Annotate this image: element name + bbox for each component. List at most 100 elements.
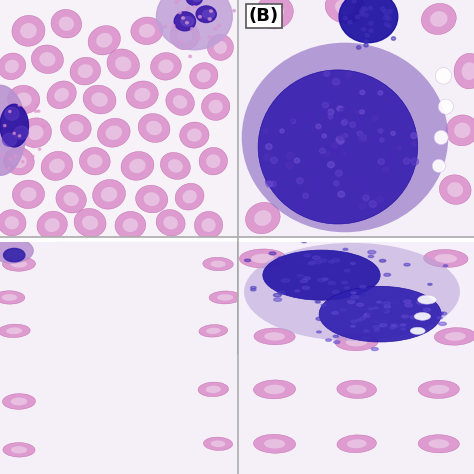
Ellipse shape bbox=[91, 92, 108, 107]
Ellipse shape bbox=[375, 329, 380, 331]
Ellipse shape bbox=[143, 324, 148, 327]
Ellipse shape bbox=[314, 261, 322, 264]
Ellipse shape bbox=[38, 148, 41, 150]
Ellipse shape bbox=[245, 259, 250, 262]
Ellipse shape bbox=[383, 16, 388, 19]
Ellipse shape bbox=[435, 254, 457, 263]
Ellipse shape bbox=[152, 290, 157, 293]
Ellipse shape bbox=[305, 112, 312, 119]
Ellipse shape bbox=[376, 196, 383, 203]
Ellipse shape bbox=[422, 302, 427, 304]
Ellipse shape bbox=[335, 0, 355, 15]
Ellipse shape bbox=[55, 88, 69, 102]
Ellipse shape bbox=[197, 69, 211, 82]
Ellipse shape bbox=[414, 312, 430, 320]
Ellipse shape bbox=[333, 181, 339, 186]
Ellipse shape bbox=[160, 153, 191, 179]
Ellipse shape bbox=[303, 193, 309, 199]
Ellipse shape bbox=[83, 85, 116, 114]
Ellipse shape bbox=[18, 135, 21, 137]
Ellipse shape bbox=[193, 6, 196, 8]
Ellipse shape bbox=[297, 178, 303, 184]
Ellipse shape bbox=[182, 190, 197, 203]
Ellipse shape bbox=[307, 162, 312, 166]
Ellipse shape bbox=[428, 283, 432, 285]
Ellipse shape bbox=[0, 85, 26, 175]
Ellipse shape bbox=[197, 329, 223, 343]
Ellipse shape bbox=[47, 81, 76, 109]
Ellipse shape bbox=[186, 7, 189, 9]
Ellipse shape bbox=[312, 256, 320, 259]
Ellipse shape bbox=[74, 209, 106, 237]
Ellipse shape bbox=[19, 118, 52, 147]
Ellipse shape bbox=[439, 175, 471, 204]
Ellipse shape bbox=[312, 180, 320, 187]
Ellipse shape bbox=[172, 312, 176, 315]
Ellipse shape bbox=[208, 18, 211, 20]
Ellipse shape bbox=[209, 291, 241, 304]
Ellipse shape bbox=[344, 287, 349, 289]
Ellipse shape bbox=[359, 135, 367, 142]
Ellipse shape bbox=[256, 0, 293, 29]
Ellipse shape bbox=[198, 382, 228, 397]
Ellipse shape bbox=[168, 159, 183, 173]
Ellipse shape bbox=[70, 57, 100, 85]
Ellipse shape bbox=[168, 313, 173, 315]
Ellipse shape bbox=[166, 89, 194, 115]
Ellipse shape bbox=[102, 302, 108, 306]
Ellipse shape bbox=[217, 294, 233, 301]
Ellipse shape bbox=[340, 109, 345, 113]
Ellipse shape bbox=[59, 17, 74, 31]
Ellipse shape bbox=[351, 320, 356, 323]
Ellipse shape bbox=[412, 142, 417, 146]
Ellipse shape bbox=[316, 317, 324, 320]
Ellipse shape bbox=[170, 21, 200, 50]
Ellipse shape bbox=[383, 302, 391, 305]
Ellipse shape bbox=[298, 275, 303, 277]
Ellipse shape bbox=[335, 333, 378, 351]
Ellipse shape bbox=[9, 110, 11, 113]
Ellipse shape bbox=[324, 71, 330, 76]
Ellipse shape bbox=[351, 292, 356, 294]
Ellipse shape bbox=[332, 259, 340, 262]
Ellipse shape bbox=[328, 115, 333, 119]
Ellipse shape bbox=[446, 115, 474, 146]
Ellipse shape bbox=[6, 328, 22, 334]
Ellipse shape bbox=[95, 326, 99, 328]
Ellipse shape bbox=[263, 250, 380, 300]
Ellipse shape bbox=[5, 107, 19, 120]
Ellipse shape bbox=[368, 6, 373, 10]
Ellipse shape bbox=[360, 11, 365, 14]
Ellipse shape bbox=[317, 331, 321, 333]
Ellipse shape bbox=[131, 269, 137, 272]
Ellipse shape bbox=[254, 380, 296, 399]
Ellipse shape bbox=[201, 218, 216, 232]
Ellipse shape bbox=[337, 138, 344, 144]
Ellipse shape bbox=[306, 266, 311, 269]
Ellipse shape bbox=[328, 282, 335, 284]
Ellipse shape bbox=[417, 301, 424, 304]
Ellipse shape bbox=[269, 252, 276, 255]
Ellipse shape bbox=[87, 154, 102, 168]
Ellipse shape bbox=[195, 255, 207, 262]
Ellipse shape bbox=[156, 0, 232, 50]
Ellipse shape bbox=[254, 328, 295, 345]
Ellipse shape bbox=[175, 303, 180, 306]
Ellipse shape bbox=[2, 154, 5, 156]
Ellipse shape bbox=[325, 0, 365, 23]
Ellipse shape bbox=[405, 304, 413, 307]
Ellipse shape bbox=[380, 310, 386, 312]
Ellipse shape bbox=[161, 281, 164, 283]
Ellipse shape bbox=[71, 249, 223, 346]
Ellipse shape bbox=[114, 308, 118, 310]
Ellipse shape bbox=[391, 324, 396, 327]
Ellipse shape bbox=[380, 293, 388, 296]
Ellipse shape bbox=[362, 337, 369, 340]
Ellipse shape bbox=[438, 99, 453, 114]
Ellipse shape bbox=[65, 337, 77, 343]
Ellipse shape bbox=[384, 310, 389, 313]
Ellipse shape bbox=[201, 93, 230, 120]
Ellipse shape bbox=[144, 313, 148, 315]
Ellipse shape bbox=[428, 439, 449, 448]
Ellipse shape bbox=[88, 26, 120, 55]
